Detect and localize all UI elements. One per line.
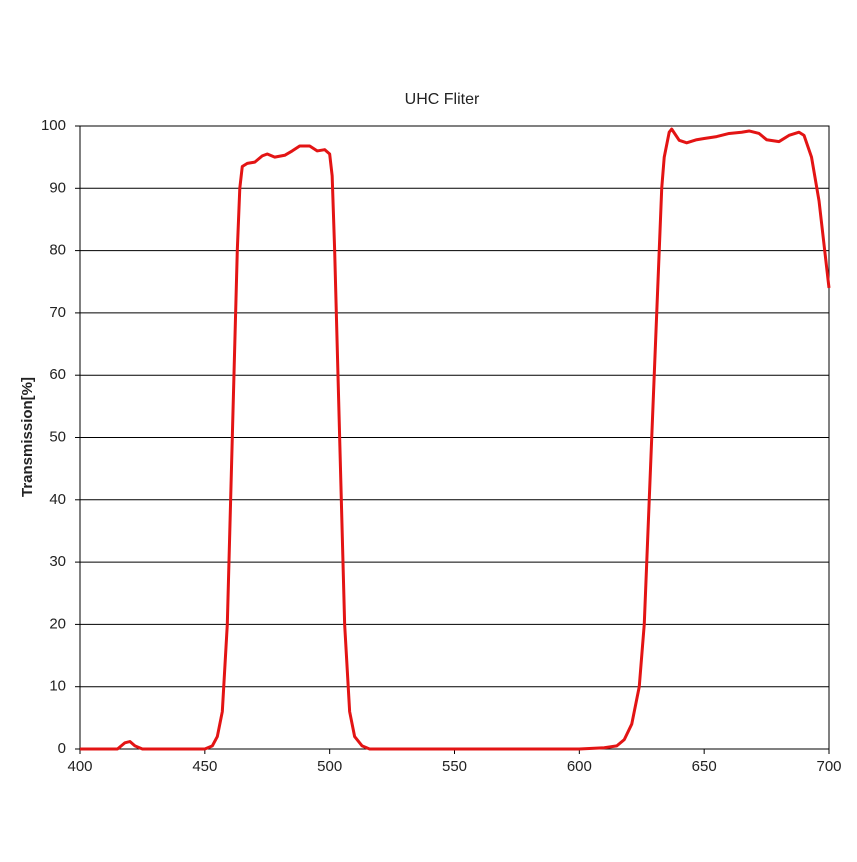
y-axis-label: Transmission[%] xyxy=(19,377,36,497)
series-line xyxy=(80,127,831,751)
y-tick-label: 20 xyxy=(49,615,66,632)
x-tick-label: 700 xyxy=(816,758,841,775)
y-tick-label: 100 xyxy=(41,117,66,134)
x-tick-label: 500 xyxy=(317,758,342,775)
x-tick-label: 450 xyxy=(192,758,217,775)
x-tick-label: 650 xyxy=(692,758,717,775)
x-tick-label: 400 xyxy=(67,758,92,775)
y-tick-label: 70 xyxy=(49,304,66,321)
chart-title: UHC Fliter xyxy=(405,91,480,108)
y-tick-label: 30 xyxy=(49,553,66,570)
y-tick-label: 90 xyxy=(49,179,66,196)
y-tick-label: 10 xyxy=(49,678,66,695)
y-tick-label: 80 xyxy=(49,242,66,259)
x-tick-label: 550 xyxy=(442,758,467,775)
y-tick-label: 50 xyxy=(49,428,66,445)
y-tick-label: 0 xyxy=(58,740,66,757)
x-tick-label: 600 xyxy=(567,758,592,775)
y-tick-label: 60 xyxy=(49,366,66,383)
y-tick-label: 40 xyxy=(49,491,66,508)
